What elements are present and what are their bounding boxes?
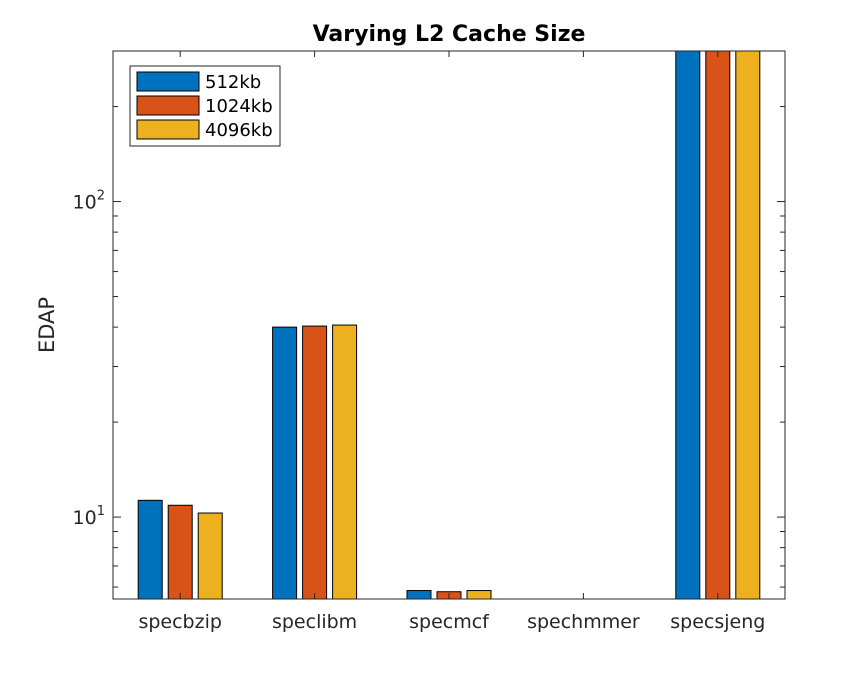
bar-speclibm-1024kb (302, 325, 328, 600)
bar-specmcf-512kb (406, 590, 432, 600)
x-tick-label: speclibm (272, 611, 357, 633)
x-tick-label: specbzip (138, 611, 221, 633)
legend-label: 512kb (205, 72, 261, 93)
x-tick-label: specsjeng (670, 611, 765, 633)
y-tick-label: 102 (73, 189, 105, 214)
x-tick-label: specmcf (409, 611, 490, 633)
bar-specbzip-512kb (137, 499, 163, 600)
axes-group: 101 102 specbzip speclibm specmcf spechmmer sp… (73, 50, 786, 633)
bar-specbzip-4096kb (197, 512, 223, 600)
bar-specsjeng-4096kb (735, 50, 761, 600)
legend-swatch (136, 71, 200, 92)
y-axis-label: EDAP (35, 297, 59, 353)
bars-group (137, 50, 761, 600)
bar-speclibm-4096kb (332, 324, 358, 600)
bar-specmcf-4096kb (466, 590, 492, 600)
y-tick-label: 101 (73, 504, 105, 529)
bar-specsjeng-512kb (675, 50, 701, 600)
legend-swatch (136, 119, 200, 140)
x-tick-label: spechmmer (527, 611, 640, 633)
legend-label: 1024kb (205, 96, 273, 117)
legend: 512kb 1024kb 4096kb (129, 65, 281, 147)
legend-label: 4096kb (205, 120, 273, 141)
bar-specbzip-1024kb (167, 504, 193, 600)
bar-speclibm-512kb (272, 326, 298, 600)
legend-swatch (136, 95, 200, 116)
bar-specsjeng-1024kb (705, 50, 731, 600)
chart-title: Varying L2 Cache Size (313, 22, 586, 47)
